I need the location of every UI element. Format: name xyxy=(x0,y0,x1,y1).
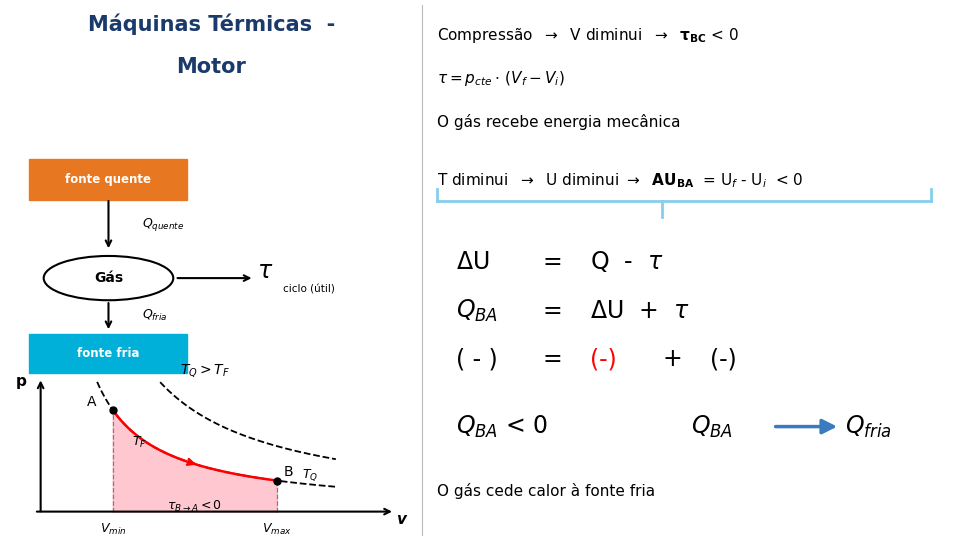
Text: (-): (-) xyxy=(590,347,617,371)
Text: $V_{min}$: $V_{min}$ xyxy=(100,522,126,537)
Text: v: v xyxy=(396,511,406,526)
Text: Gás: Gás xyxy=(94,271,123,285)
Ellipse shape xyxy=(43,256,174,300)
Text: $Q_{BA}$: $Q_{BA}$ xyxy=(456,298,498,323)
Text: =: = xyxy=(542,347,563,371)
FancyBboxPatch shape xyxy=(29,159,187,200)
Text: B: B xyxy=(283,465,293,480)
Text: $Q_{quente}$: $Q_{quente}$ xyxy=(142,215,184,233)
Text: $\Delta$U: $\Delta$U xyxy=(456,250,490,274)
Text: =: = xyxy=(542,250,563,274)
Text: $T_Q > T_F$: $T_Q > T_F$ xyxy=(180,362,229,379)
Text: $\Delta$U  +  $\tau$: $\Delta$U + $\tau$ xyxy=(590,299,690,322)
Text: O gás cede calor à fonte fria: O gás cede calor à fonte fria xyxy=(437,483,655,500)
Text: +: + xyxy=(662,347,683,371)
Text: p: p xyxy=(15,374,26,389)
FancyBboxPatch shape xyxy=(29,334,187,373)
Text: $Q_{BA}$: $Q_{BA}$ xyxy=(691,414,733,440)
Text: $Q_{fria}$: $Q_{fria}$ xyxy=(142,308,168,323)
Text: fonte quente: fonte quente xyxy=(65,173,151,186)
Text: ( - ): ( - ) xyxy=(456,347,497,371)
Text: $Q_{BA}$ < 0: $Q_{BA}$ < 0 xyxy=(456,414,548,440)
Text: O gás recebe energia mecânica: O gás recebe energia mecânica xyxy=(437,113,681,130)
Text: Máquinas Térmicas  -: Máquinas Térmicas - xyxy=(87,14,335,35)
Text: $\tau$: $\tau$ xyxy=(257,259,274,283)
Text: Q  -  $\tau$: Q - $\tau$ xyxy=(590,249,664,274)
Text: =: = xyxy=(542,299,563,322)
Text: Motor: Motor xyxy=(177,57,246,77)
Text: $\tau_{B \rightarrow A} < 0$: $\tau_{B \rightarrow A} < 0$ xyxy=(167,498,223,514)
Text: ciclo (útil): ciclo (útil) xyxy=(283,285,335,295)
Text: $V_{max}$: $V_{max}$ xyxy=(262,522,292,537)
Text: $Q_{fria}$: $Q_{fria}$ xyxy=(845,414,892,440)
Text: fonte fria: fonte fria xyxy=(77,347,139,360)
Text: (-): (-) xyxy=(710,347,737,371)
Text: T diminui  $\rightarrow$  U diminui $\rightarrow$  $\mathbf{AU_{BA}}$  = U$_f$ -: T diminui $\rightarrow$ U diminui $\righ… xyxy=(437,172,804,190)
Text: A: A xyxy=(87,395,96,409)
Text: Compressão  $\rightarrow$  V diminui  $\rightarrow$  $\mathbf{\tau_{BC}}$ < 0: Compressão $\rightarrow$ V diminui $\rig… xyxy=(437,25,739,45)
Text: $T_Q$: $T_Q$ xyxy=(301,468,318,483)
Text: $T_F$: $T_F$ xyxy=(132,435,147,450)
Text: $\tau = p_{cte}\cdot\,(V_f - V_i)$: $\tau = p_{cte}\cdot\,(V_f - V_i)$ xyxy=(437,69,564,88)
